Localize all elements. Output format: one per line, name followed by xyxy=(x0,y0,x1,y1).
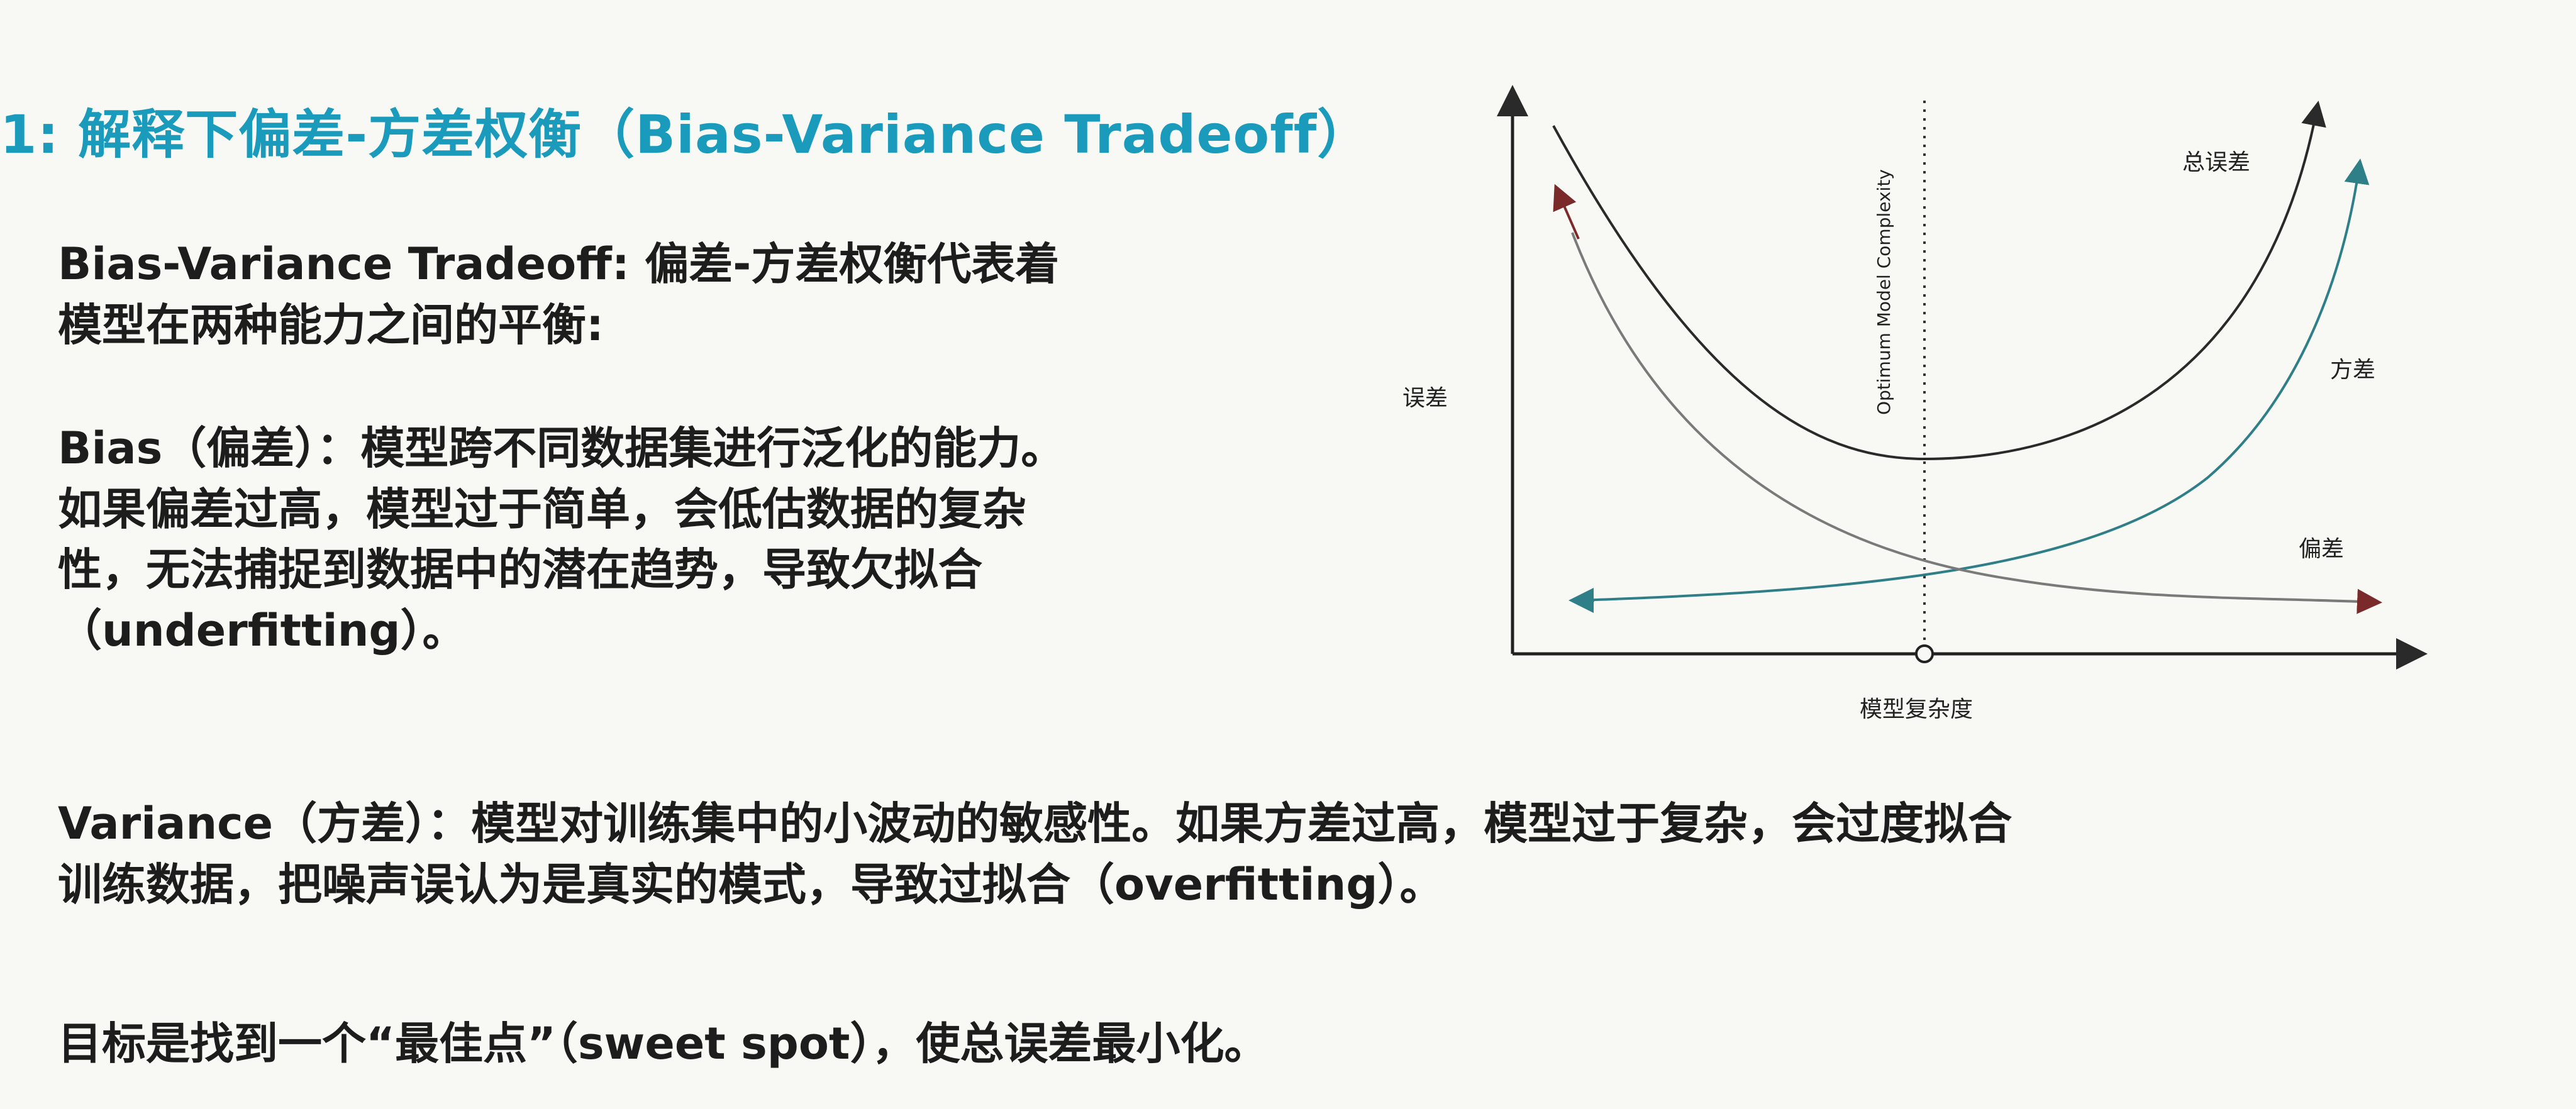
bias-curve-start xyxy=(1553,184,1580,240)
total-error-curve xyxy=(1552,101,2326,461)
intro-line-2: 模型在两种能力之间的平衡: xyxy=(58,299,604,351)
variance-curve xyxy=(1578,158,2370,602)
variance-line-1: Variance（方差）：模型对训练集中的小波动的敏感性。如果方差过高，模型过于… xyxy=(58,798,2012,849)
bias-paragraph: Bias（偏差）：模型跨不同数据集进行泛化的能力。 如果偏差过高，模型过于简单，… xyxy=(58,418,1065,661)
variance-paragraph: Variance（方差）：模型对训练集中的小波动的敏感性。如果方差过高，模型过于… xyxy=(58,793,2012,915)
y-axis-label: 误差 xyxy=(1402,385,1448,411)
bias-line-2: 如果偏差过高，模型过于简单，会低估数据的复杂 xyxy=(58,483,1026,535)
bias-line-4: （underfitting）。 xyxy=(58,604,467,656)
intro-line-1: Bias-Variance Tradeoff: 偏差-方差权衡代表着 xyxy=(58,238,1060,290)
bias-curve xyxy=(1571,232,2382,614)
bias-line-3: 性，无法捕捉到数据中的潜在趋势，导致欠拟合 xyxy=(58,544,982,596)
goal-line-1: 目标是找到一个“最佳点”（sweet spot），使总误差最小化。 xyxy=(58,1018,1269,1069)
intro-paragraph: Bias-Variance Tradeoff: 偏差-方差权衡代表着 模型在两种… xyxy=(58,234,1059,355)
bias-line-1: Bias（偏差）：模型跨不同数据集进行泛化的能力。 xyxy=(58,422,1065,474)
x-axis-label: 模型复杂度 xyxy=(1860,697,1973,722)
bias-variance-diagram: 误差 模型复杂度 总误差 方差 偏差 Optimum Model Complex… xyxy=(1402,85,2428,722)
optimum-point xyxy=(1915,644,1934,663)
variance-line-2: 训练数据，把噪声误认为是真实的模式，导致过拟合（overfitting）。 xyxy=(58,858,1444,910)
variance-label: 方差 xyxy=(2330,357,2375,383)
total-error-label: 总误差 xyxy=(2182,150,2250,175)
bias-label: 偏差 xyxy=(2299,536,2344,562)
optimum-complexity-label: Optimum Model Complexity xyxy=(1874,169,1894,415)
slide-title: 1: 解释下偏差-方差权衡（Bias-Variance Tradeoff） xyxy=(0,104,1371,165)
goal-paragraph: 目标是找到一个“最佳点”（sweet spot），使总误差最小化。 xyxy=(58,1013,1268,1074)
